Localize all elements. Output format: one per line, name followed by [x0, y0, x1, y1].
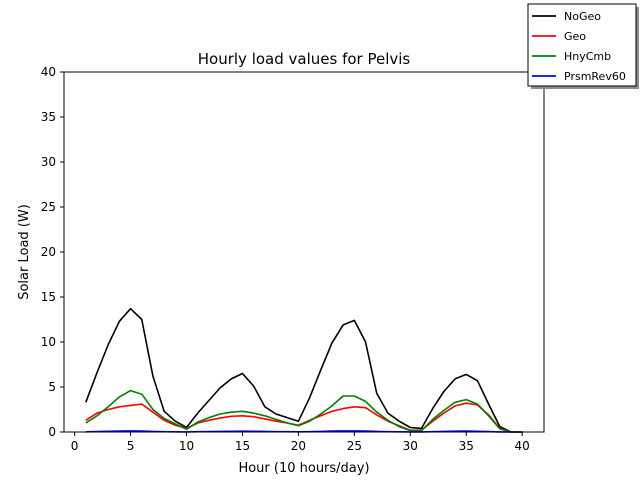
x-tick-label: 30	[403, 439, 418, 453]
y-tick-label: 0	[48, 425, 56, 439]
legend-box	[527, 3, 637, 87]
y-tick-label: 25	[41, 200, 56, 214]
x-tick-label: 5	[127, 439, 135, 453]
y-axis-label: Solar Load (W)	[17, 204, 32, 300]
chart-title: Hourly load values for Pelvis	[198, 50, 411, 68]
y-tick-label: 15	[41, 290, 56, 304]
x-axis: 0 5 10 15 20 25 30 35 40	[71, 432, 530, 453]
y-axis: 0 5 10 15 20 25 30 35 40	[41, 65, 64, 439]
legend-label-prsmrev60: PrsmRev60	[564, 70, 626, 83]
x-tick-label: 20	[291, 439, 306, 453]
legend-label-hnycmb: HnyCmb	[564, 50, 611, 63]
legend-label-nogeo: NoGeo	[564, 10, 601, 23]
x-tick-label: 40	[515, 439, 530, 453]
y-tick-label: 35	[41, 110, 56, 124]
legend: NoGeo Geo HnyCmb PrsmRev60	[527, 3, 639, 89]
y-tick-label: 40	[41, 65, 56, 79]
x-axis-label: Hour (10 hours/day)	[238, 461, 369, 476]
x-tick-label: 10	[179, 439, 194, 453]
x-tick-label: 35	[459, 439, 474, 453]
legend-label-geo: Geo	[564, 30, 586, 43]
x-tick-label: 0	[71, 439, 79, 453]
y-tick-label: 30	[41, 155, 56, 169]
x-tick-label: 15	[235, 439, 250, 453]
y-tick-label: 10	[41, 335, 56, 349]
series-line-nogeo	[85, 307, 523, 433]
series-line-hnycmb	[85, 389, 523, 433]
y-tick-label: 5	[48, 380, 56, 394]
x-tick-label: 25	[347, 439, 362, 453]
y-tick-label: 20	[41, 245, 56, 259]
